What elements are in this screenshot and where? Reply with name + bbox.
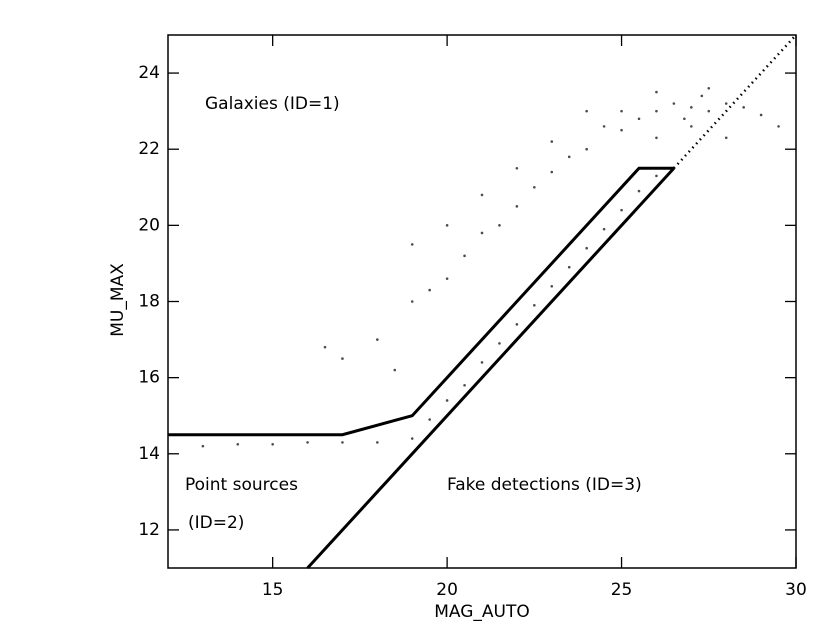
- point: [602, 125, 606, 128]
- point: [567, 265, 571, 269]
- point: [690, 106, 693, 109]
- y-tick-label: 14: [138, 444, 160, 464]
- x-tick-label: 30: [785, 580, 807, 600]
- point: [683, 117, 686, 121]
- point: [410, 300, 414, 303]
- point: [201, 444, 205, 448]
- point: [410, 437, 414, 440]
- point: [341, 357, 344, 360]
- point: [463, 383, 466, 387]
- point: [236, 442, 240, 446]
- point: [777, 125, 780, 128]
- point: [602, 227, 606, 231]
- point: [550, 170, 554, 174]
- x-tick-label: 20: [436, 580, 458, 600]
- boundary-line: [168, 166, 674, 437]
- boundary-line: [306, 167, 675, 570]
- x-tick-label: 25: [611, 580, 633, 600]
- point: [445, 399, 449, 402]
- point: [637, 189, 641, 193]
- point: [480, 231, 484, 235]
- point: [655, 174, 658, 178]
- y-tick-label: 12: [138, 520, 160, 540]
- point: [463, 254, 466, 258]
- point: [672, 102, 676, 105]
- point: [724, 102, 728, 105]
- y-tick-label: 24: [138, 63, 160, 83]
- y-tick-label: 16: [138, 368, 160, 388]
- point: [515, 166, 519, 170]
- point: [428, 418, 431, 421]
- point: [445, 277, 449, 280]
- y-axis-label: MU_MAX: [108, 263, 128, 337]
- point: [700, 94, 704, 98]
- point: [498, 342, 501, 345]
- point: [655, 90, 658, 94]
- point: [515, 205, 519, 208]
- point: [515, 323, 519, 326]
- annotation: (ID=2): [188, 513, 244, 533]
- point: [323, 345, 327, 349]
- point: [428, 288, 431, 292]
- point: [759, 113, 763, 117]
- annotation: Galaxies (ID=1): [205, 94, 340, 114]
- x-tick-label: 15: [262, 580, 284, 600]
- point: [620, 208, 623, 212]
- point: [655, 109, 658, 113]
- point: [585, 246, 588, 250]
- point: [533, 185, 536, 189]
- point: [550, 284, 554, 288]
- point: [376, 338, 379, 341]
- annotation: Fake detections (ID=3): [447, 475, 642, 495]
- point: [690, 125, 693, 128]
- point: [306, 441, 309, 444]
- point: [567, 155, 571, 159]
- x-axis-label: MAG_AUTO: [434, 602, 530, 622]
- point: [637, 117, 641, 121]
- point: [393, 368, 397, 372]
- y-tick-label: 20: [138, 215, 160, 235]
- point: [480, 361, 484, 364]
- point: [480, 193, 484, 197]
- point: [585, 109, 588, 113]
- boundary-line: [672, 34, 797, 170]
- point: [341, 441, 344, 444]
- point: [724, 136, 728, 140]
- point: [620, 128, 623, 132]
- point: [445, 224, 449, 227]
- point: [550, 140, 554, 143]
- point: [742, 106, 745, 109]
- point: [707, 87, 711, 90]
- y-tick-label: 22: [138, 139, 160, 159]
- point: [376, 441, 379, 444]
- point: [410, 243, 414, 246]
- point: [620, 109, 623, 113]
- point: [498, 224, 501, 227]
- point: [707, 109, 711, 113]
- point: [271, 442, 274, 446]
- annotation: Point sources: [185, 475, 298, 495]
- point: [655, 136, 658, 140]
- y-tick-label: 18: [138, 292, 160, 312]
- point: [585, 147, 588, 151]
- point: [533, 304, 536, 307]
